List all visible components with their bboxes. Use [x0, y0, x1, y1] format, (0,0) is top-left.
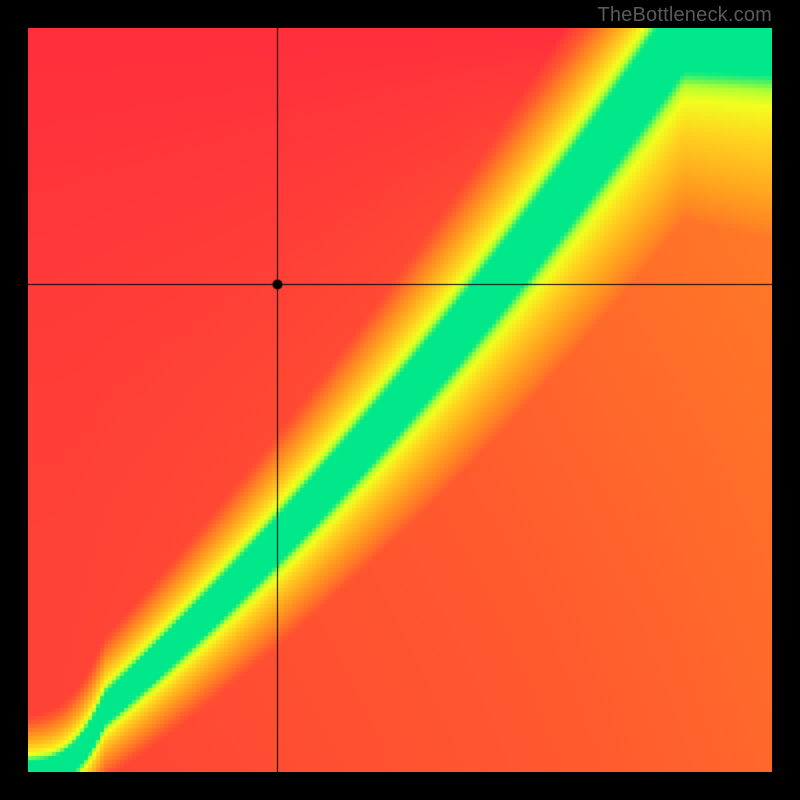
watermark-text: TheBottleneck.com: [597, 4, 772, 27]
bottleneck-heatmap: [28, 28, 772, 772]
